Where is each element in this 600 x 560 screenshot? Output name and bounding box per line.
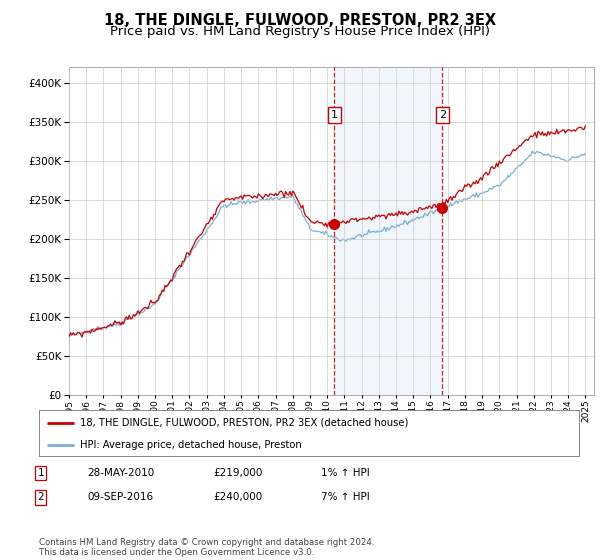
Text: £240,000: £240,000 — [213, 492, 262, 502]
Text: 1: 1 — [331, 110, 338, 120]
Text: 2: 2 — [439, 110, 446, 120]
Text: HPI: Average price, detached house, Preston: HPI: Average price, detached house, Pres… — [79, 440, 301, 450]
Text: 09-SEP-2016: 09-SEP-2016 — [87, 492, 153, 502]
Bar — [334, 67, 442, 395]
Text: 28-MAY-2010: 28-MAY-2010 — [87, 468, 154, 478]
Text: 18, THE DINGLE, FULWOOD, PRESTON, PR2 3EX (detached house): 18, THE DINGLE, FULWOOD, PRESTON, PR2 3E… — [79, 418, 408, 428]
Text: 18, THE DINGLE, FULWOOD, PRESTON, PR2 3EX: 18, THE DINGLE, FULWOOD, PRESTON, PR2 3E… — [104, 13, 496, 28]
Text: Price paid vs. HM Land Registry's House Price Index (HPI): Price paid vs. HM Land Registry's House … — [110, 25, 490, 38]
Text: Contains HM Land Registry data © Crown copyright and database right 2024.
This d: Contains HM Land Registry data © Crown c… — [39, 538, 374, 557]
Text: 1: 1 — [37, 468, 44, 478]
Text: £219,000: £219,000 — [213, 468, 262, 478]
Text: 7% ↑ HPI: 7% ↑ HPI — [321, 492, 370, 502]
Text: 1% ↑ HPI: 1% ↑ HPI — [321, 468, 370, 478]
Text: 2: 2 — [37, 492, 44, 502]
